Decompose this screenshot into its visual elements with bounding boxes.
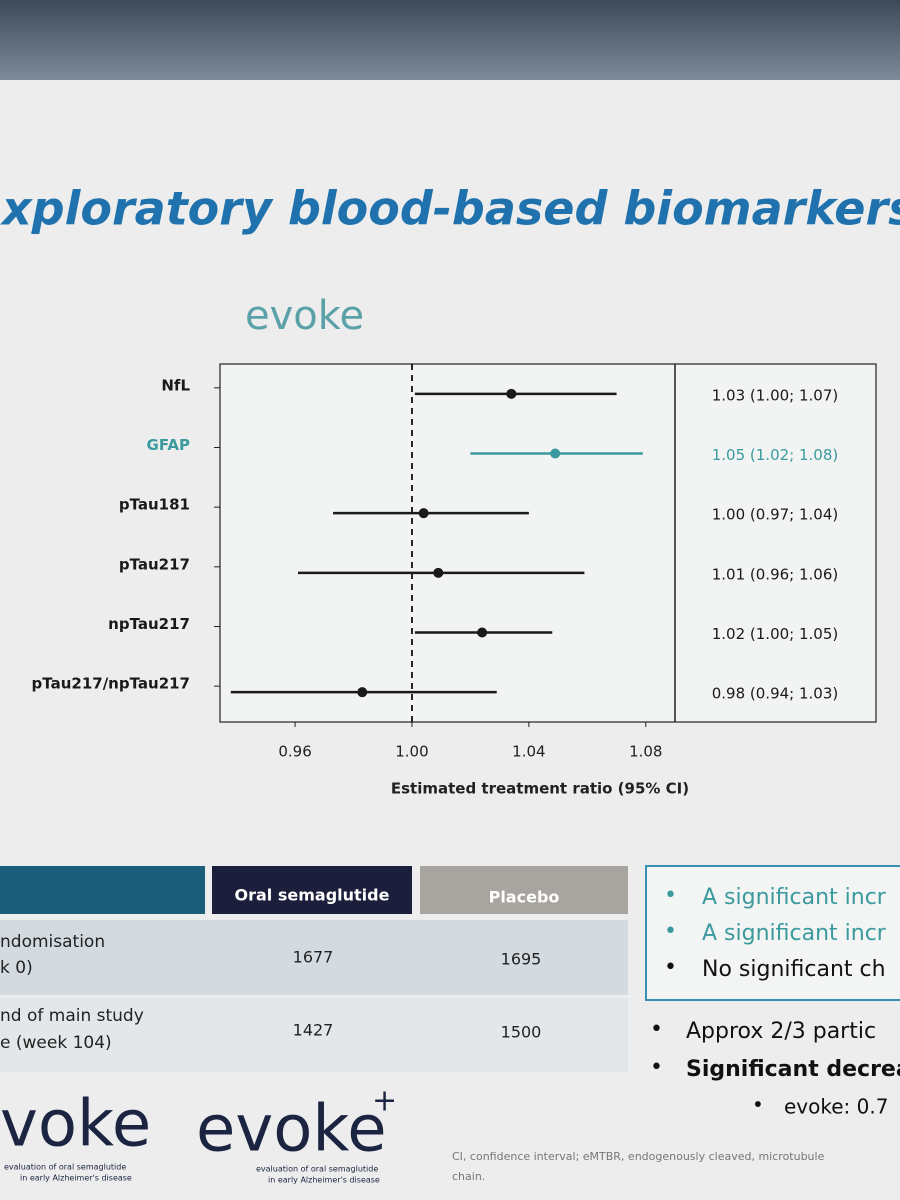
bullet-dot: • (752, 1093, 764, 1117)
footnote: chain. (452, 1170, 485, 1183)
bullet-dot: • (650, 1055, 663, 1080)
row-label: ndomisation (0, 932, 105, 952)
table-cell: 1695 (501, 950, 542, 969)
value-label: 1.02 (1.00; 1.05) (712, 625, 839, 643)
point-estimate (433, 567, 444, 578)
bullet-text: Significant decrea (686, 1057, 900, 1082)
bullet-dot: • (664, 955, 677, 980)
footnote: CI, confidence interval; eMTBR, endogeno… (452, 1150, 825, 1163)
category-label: NfL (161, 376, 190, 394)
table-header-text: Oral semaglutide (235, 886, 390, 905)
value-label: 1.05 (1.02; 1.08) (712, 446, 839, 464)
point-estimate (506, 388, 517, 399)
table-cell: 1427 (293, 1021, 334, 1040)
chart-title: evoke (245, 293, 364, 339)
table-cell: 1677 (293, 948, 334, 967)
row-label: e (week 104) (0, 1033, 112, 1053)
row-label: k 0) (0, 958, 33, 978)
value-label: 0.98 (0.94; 1.03) (712, 685, 839, 703)
point-estimate (477, 627, 488, 638)
bullet-dot: • (664, 919, 677, 944)
table-header-text: Placebo (489, 888, 560, 907)
logo: voke (0, 1088, 151, 1162)
row-label: nd of main study (0, 1006, 144, 1026)
plot-frame (219, 363, 877, 723)
logo: evoke (196, 1093, 387, 1167)
category-label: npTau217 (108, 615, 190, 633)
value-label: 1.03 (1.00; 1.07) (712, 386, 839, 404)
point-estimate (357, 687, 368, 698)
table-row (0, 998, 628, 1072)
bullet-text: A significant incr (702, 921, 887, 946)
top-band (0, 0, 900, 80)
forest-plot: 0.96 1.00 1.04 1.08 Estimated treatment rati… (32, 363, 877, 798)
logo-tagline: evaluation of oral semaglutide (4, 1163, 126, 1172)
table-header-cell (212, 866, 412, 914)
x-tick-label: 0.96 (278, 743, 311, 761)
bullet-dot: • (650, 1017, 663, 1042)
point-estimate (418, 508, 429, 519)
x-tick-label: 1.04 (512, 743, 545, 761)
logo-plus: + (372, 1084, 397, 1119)
logo-tagline: in early Alzheimer's disease (20, 1174, 132, 1183)
callout-box (645, 865, 900, 1001)
x-tick-label: 1.00 (395, 743, 428, 761)
bullet-text: A significant incr (702, 885, 887, 910)
bullet-text: Approx 2/3 partic (686, 1019, 876, 1044)
table-cell: 1500 (501, 1023, 542, 1042)
table-header-blank (0, 866, 205, 914)
x-tick-label: 1.08 (629, 743, 662, 761)
sub-bullet-text: evoke: 0.7 (784, 1095, 888, 1119)
table-row (0, 920, 628, 995)
point-estimate (550, 448, 561, 459)
logo-tagline: in early Alzheimer's disease (268, 1176, 380, 1185)
category-label: pTau217/npTau217 (32, 675, 190, 693)
category-label: pTau181 (119, 496, 190, 514)
slide-title: xploratory blood-based biomarkers - r (0, 182, 900, 236)
x-axis-label: Estimated treatment ratio (95% CI) (391, 780, 689, 798)
value-label: 1.01 (0.96; 1.06) (712, 565, 839, 583)
category-label: GFAP (147, 436, 190, 454)
table-header-cell (420, 866, 628, 914)
logo-tagline: evaluation of oral semaglutide (256, 1165, 378, 1174)
category-label: pTau217 (119, 555, 190, 573)
bullet-text: No significant ch (702, 957, 886, 982)
value-label: 1.00 (0.97; 1.04) (712, 506, 839, 524)
bullet-dot: • (664, 883, 677, 908)
